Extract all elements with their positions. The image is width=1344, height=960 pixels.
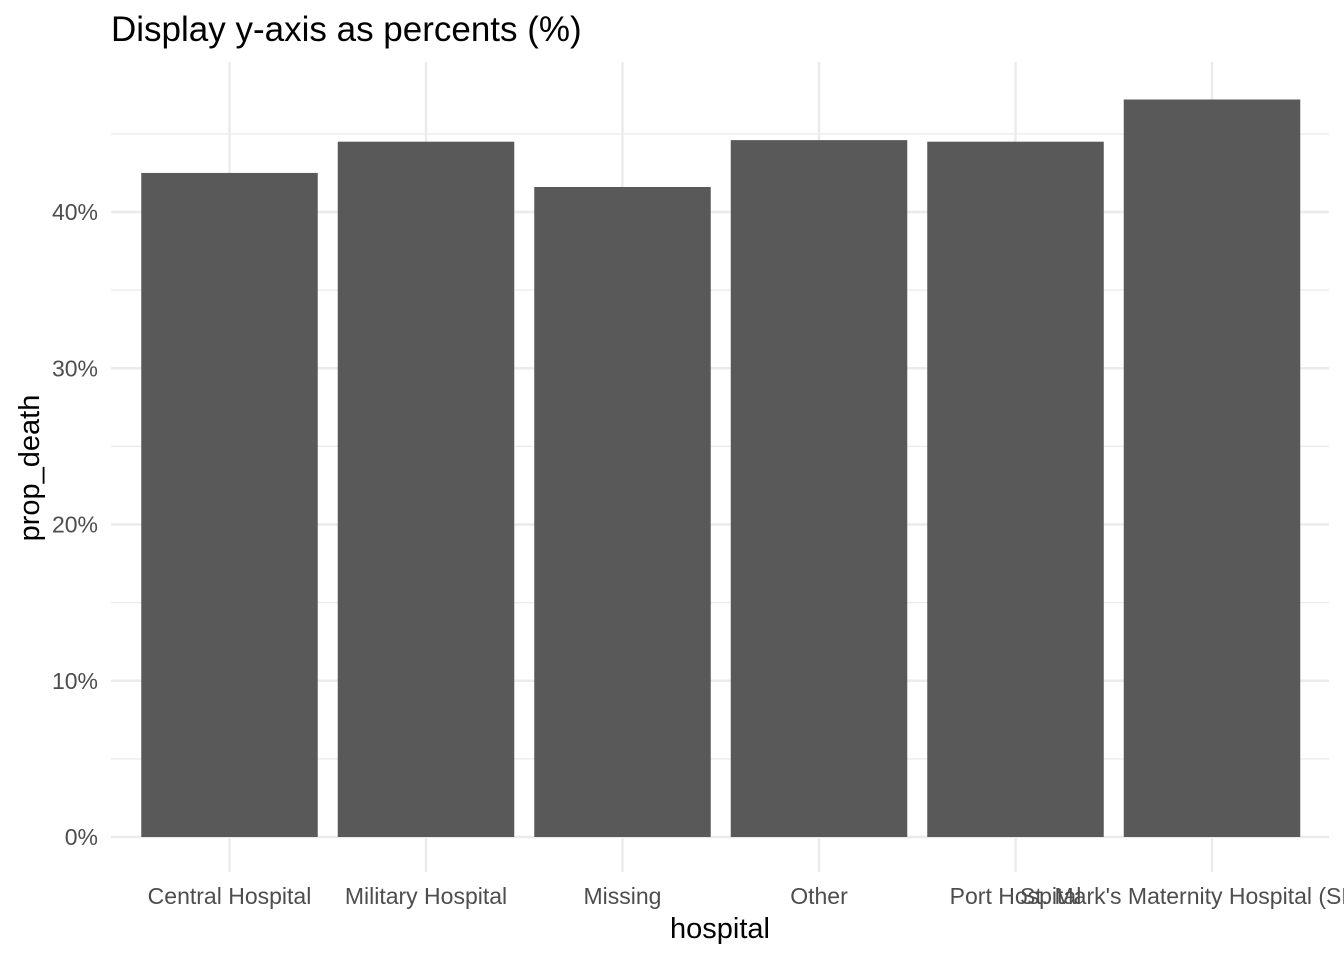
bar bbox=[534, 187, 711, 837]
y-tick-label: 20% bbox=[52, 512, 98, 538]
x-tick-label: Missing bbox=[584, 883, 662, 909]
bar bbox=[730, 140, 908, 837]
y-tick-label: 40% bbox=[52, 199, 98, 225]
x-axis-ticks: Central Hospital Military Hospital Missing… bbox=[148, 883, 1344, 909]
y-tick-label: 10% bbox=[52, 668, 98, 694]
bar bbox=[141, 172, 318, 837]
bar bbox=[927, 141, 1104, 837]
y-tick-label: 0% bbox=[65, 824, 98, 850]
chart-title: Display y-axis as percents (%) bbox=[111, 10, 582, 49]
x-tick-label: St. Mark's Maternity Hospital (SMMH) bbox=[1020, 883, 1344, 909]
x-tick-label: Central Hospital bbox=[148, 883, 312, 909]
bar bbox=[1123, 99, 1301, 837]
y-tick-label: 30% bbox=[52, 355, 98, 381]
x-tick-label: Military Hospital bbox=[345, 883, 507, 909]
bar bbox=[337, 141, 515, 837]
y-axis-ticks: 0% 10% 20% 30% 40% bbox=[52, 199, 98, 850]
x-tick-label: Port Hospital bbox=[950, 883, 1082, 909]
bars bbox=[141, 99, 1301, 837]
x-axis-title: hospital bbox=[670, 913, 770, 945]
x-tick-label: Other bbox=[790, 883, 848, 909]
y-axis-title: prop_death bbox=[14, 395, 46, 542]
